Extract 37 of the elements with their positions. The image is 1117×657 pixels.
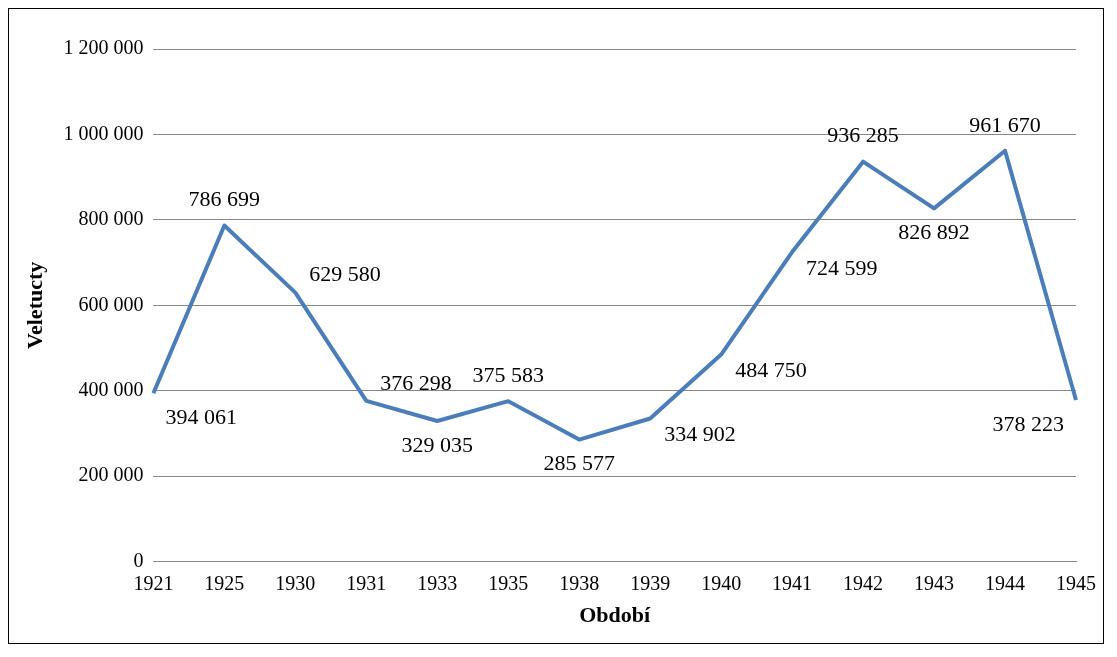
x-tick-label: 1935 bbox=[488, 571, 529, 594]
y-tick-label: 200 000 bbox=[78, 463, 144, 486]
y-tick-label: 400 000 bbox=[78, 377, 144, 400]
y-tick-label: 800 000 bbox=[78, 207, 144, 230]
y-tick-label: 600 000 bbox=[78, 292, 144, 315]
x-axis-title: Období bbox=[579, 602, 652, 628]
x-tick-label: 1944 bbox=[985, 571, 1026, 594]
x-tick-label: 1925 bbox=[204, 571, 245, 594]
x-tick-label: 1940 bbox=[701, 571, 742, 594]
x-tick-label: 1933 bbox=[417, 571, 458, 594]
data-label: 484 750 bbox=[735, 357, 807, 383]
data-label: 394 061 bbox=[165, 404, 237, 430]
x-tick-label: 1938 bbox=[559, 571, 600, 594]
x-tick-label: 1942 bbox=[843, 571, 884, 594]
x-tick-label: 1943 bbox=[914, 571, 955, 594]
x-tick-label: 1945 bbox=[1056, 571, 1096, 594]
x-tick-label: 1930 bbox=[275, 571, 316, 594]
data-label: 786 699 bbox=[188, 186, 261, 212]
x-tick-label: 1939 bbox=[630, 571, 671, 594]
data-label: 826 892 bbox=[898, 219, 970, 245]
data-label: 375 583 bbox=[472, 361, 544, 387]
y-tick-label: 1 200 000 bbox=[63, 36, 144, 59]
data-label: 961 670 bbox=[969, 111, 1041, 137]
y-tick-label: 1 000 000 bbox=[63, 121, 144, 144]
data-label: 936 285 bbox=[827, 122, 899, 148]
data-label: 378 223 bbox=[992, 410, 1064, 436]
data-label: 629 580 bbox=[309, 261, 381, 287]
data-label: 724 599 bbox=[806, 254, 878, 280]
data-label: 285 577 bbox=[543, 450, 615, 476]
x-tick-label: 1941 bbox=[772, 571, 813, 594]
data-label: 376 298 bbox=[380, 369, 452, 395]
y-axis-title: Veletucty bbox=[21, 261, 47, 349]
data-label: 334 902 bbox=[664, 421, 736, 447]
y-tick-label: 0 bbox=[133, 548, 144, 571]
x-tick-label: 1931 bbox=[346, 571, 387, 594]
data-label: 329 035 bbox=[401, 431, 474, 457]
x-tick-label: 1921 bbox=[133, 571, 174, 594]
